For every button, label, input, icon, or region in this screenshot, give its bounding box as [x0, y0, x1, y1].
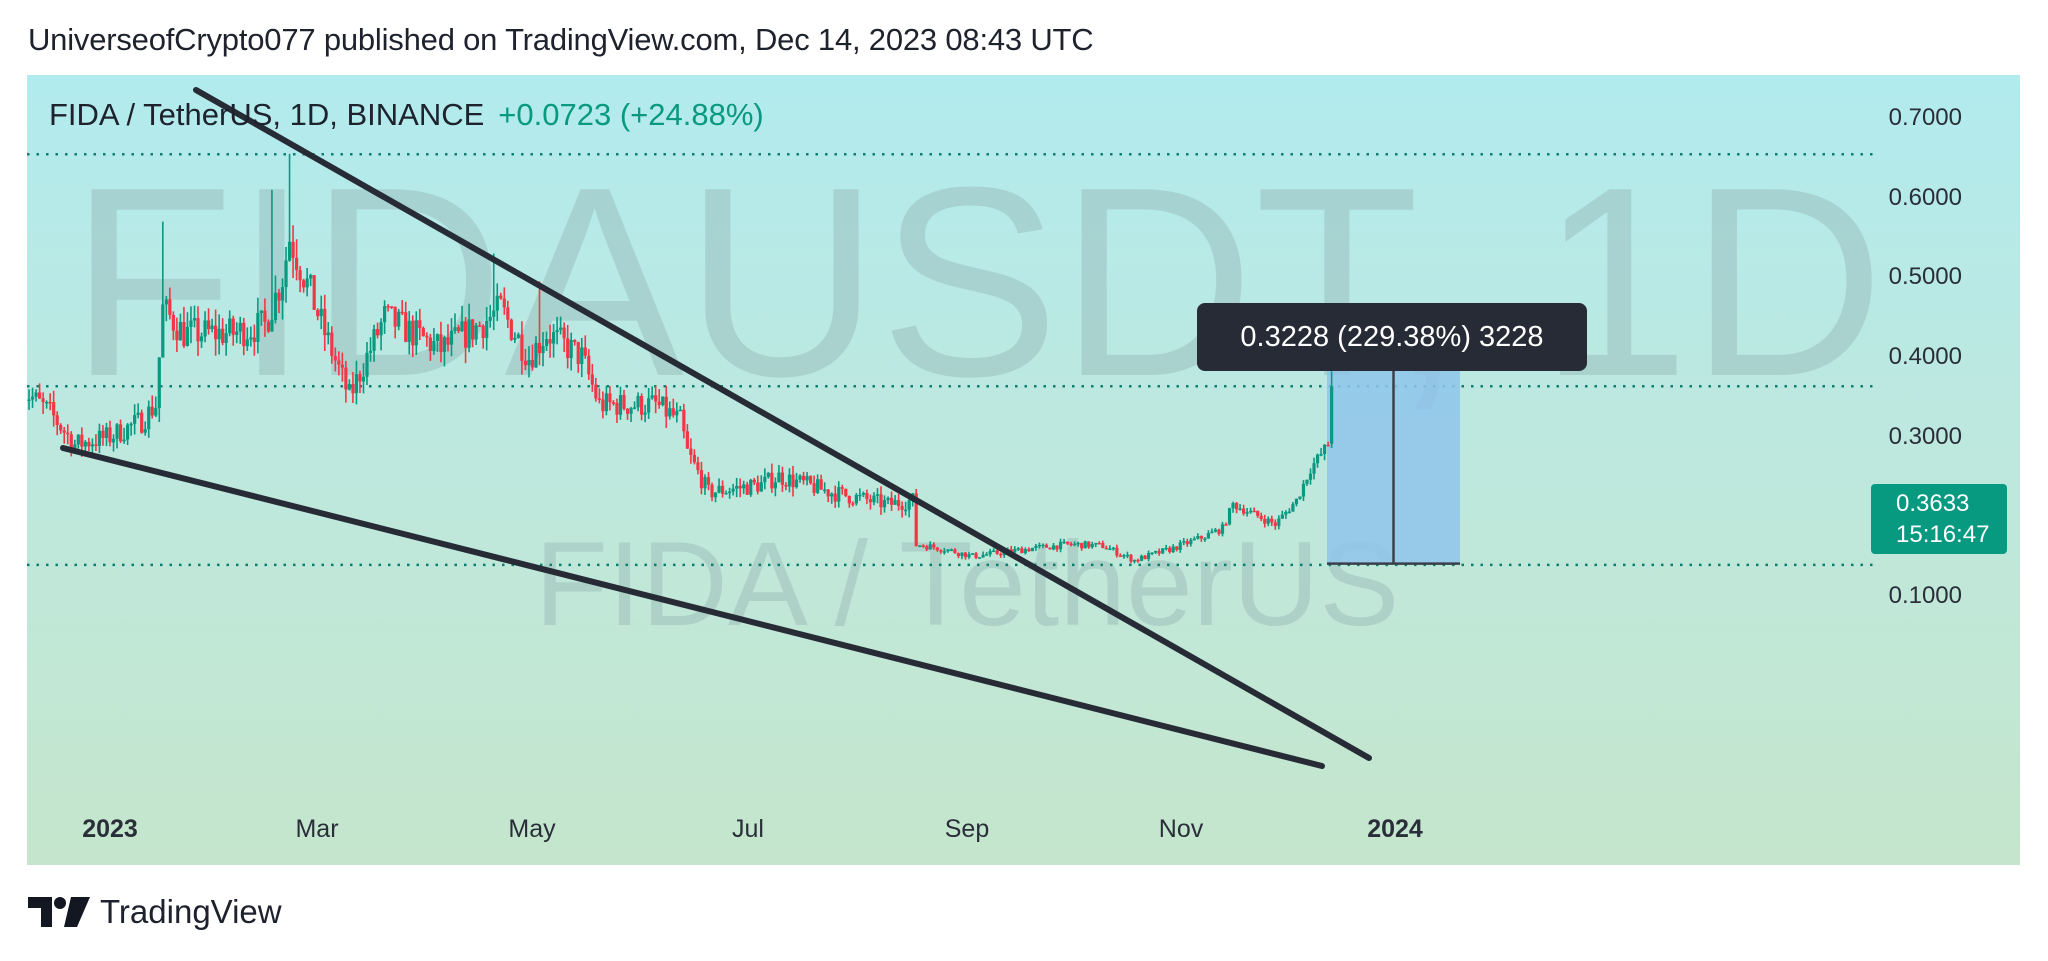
time-axis-label: Sep [944, 815, 990, 843]
brand-name: TradingView [100, 893, 282, 930]
watermark-symbol: FIDAUSDT, 1D [69, 132, 1884, 433]
price-axis-label: 0.5000 [1888, 263, 1962, 291]
last-price-tag: 0.3633 15:16:47 [1871, 484, 2007, 554]
time-axis-label: Mar [295, 815, 339, 843]
time-axis-label: 2024 [1367, 815, 1423, 843]
candles [27, 153, 1334, 564]
price-axis-label: 0.3000 [1888, 422, 1962, 450]
price-axis-label: 0.4000 [1888, 343, 1962, 370]
publish-info: UniverseofCrypto077 published on Trading… [28, 22, 1094, 57]
price-axis-label: 0.1000 [1888, 582, 1962, 610]
upper-wedge-trendline[interactable] [193, 87, 1372, 761]
tradingview-logo[interactable]: TradingView [28, 893, 282, 931]
lower-wedge-trendline[interactable] [60, 445, 1325, 769]
tradingview-logo-icon [28, 897, 90, 927]
time-axis-label: May [508, 815, 556, 843]
time-axis-label: Nov [1158, 815, 1204, 843]
last-price: 0.3633 [1896, 490, 1970, 517]
symbol-title: FIDA / TetherUS, 1D, BINANCE [49, 97, 485, 132]
candlestick-chart[interactable]: FIDAUSDT, 1D FIDA / TetherUS [27, 75, 2020, 865]
price-axis-label: 0.7000 [1888, 104, 1962, 131]
chart-pane[interactable]: FIDAUSDT, 1D FIDA / TetherUS FIDA / Tethe… [27, 75, 2020, 865]
price-change: +0.0723 (+24.88%) [498, 97, 764, 132]
bar-countdown: 15:16:47 [1896, 521, 1990, 548]
time-axis-label: 2023 [82, 815, 138, 843]
watermark-description: FIDA / TetherUS [535, 517, 1400, 651]
time-axis-label: Jul [732, 815, 764, 843]
price-axis-label: 0.6000 [1888, 183, 1962, 211]
symbol-legend: FIDA / TetherUS, 1D, BINANCE +0.0723 (+24… [49, 97, 764, 133]
measure-tooltip: 0.3228 (229.38%) 3228 [1197, 303, 1587, 371]
